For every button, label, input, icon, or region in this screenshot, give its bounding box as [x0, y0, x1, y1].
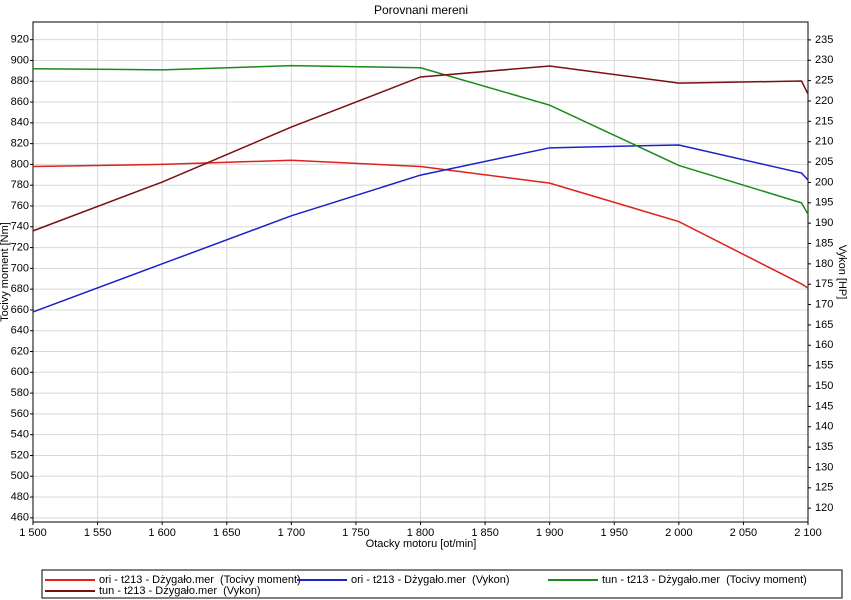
y2-tick-label: 125: [815, 482, 833, 494]
x-tick-label: 2 000: [665, 527, 693, 539]
x-tick-label: 1 800: [407, 527, 435, 539]
y-tick-label: 900: [11, 54, 29, 66]
y-tick-label: 660: [11, 304, 29, 316]
y-tick-label: 780: [11, 179, 29, 191]
y2-tick-label: 135: [815, 441, 833, 453]
x-tick-label: 1 550: [84, 527, 112, 539]
y2-tick-label: 140: [815, 421, 833, 433]
y-tick-label: 460: [11, 512, 29, 524]
y-tick-label: 580: [11, 387, 29, 399]
y-tick-label: 860: [11, 96, 29, 108]
y-tick-label: 620: [11, 345, 29, 357]
x-tick-label: 1 700: [278, 527, 306, 539]
x-tick-label: 1 650: [213, 527, 241, 539]
y-tick-label: 920: [11, 34, 29, 46]
legend-box: [41, 569, 843, 599]
x-tick-label: 1 500: [19, 527, 47, 539]
y2-tick-label: 235: [815, 34, 833, 46]
y2-tick-label: 185: [815, 237, 833, 249]
legend-label: tun - t213 - Dżygało.mer (Vykon): [99, 585, 261, 597]
y2-tick-label: 120: [815, 502, 833, 514]
y-tick-label: 480: [11, 491, 29, 503]
y2-tick-label: 210: [815, 136, 833, 148]
y-tick-label: 640: [11, 325, 29, 337]
y2-tick-label: 205: [815, 156, 833, 168]
y-tick-label: 880: [11, 75, 29, 87]
series-line: [32, 64, 809, 215]
y2-tick-label: 200: [815, 176, 833, 188]
x-tick-label: 1 900: [536, 527, 564, 539]
plot-frame: [32, 21, 809, 523]
y-tick-label: 520: [11, 449, 29, 461]
series-line: [32, 159, 809, 289]
y-axis-label: Tocivy moment [Nm]: [0, 222, 11, 322]
x-tick-label: 1 850: [471, 527, 499, 539]
y-tick-label: 840: [11, 117, 29, 129]
y-tick-label: 560: [11, 408, 29, 420]
series-line: [32, 144, 809, 313]
y2-tick-label: 175: [815, 278, 833, 290]
chart-title: Porovnani mereni: [374, 3, 468, 17]
y-tick-label: 600: [11, 366, 29, 378]
y2-tick-label: 155: [815, 360, 833, 372]
series-line: [32, 65, 809, 232]
y2-tick-label: 180: [815, 258, 833, 270]
x-tick-label: 1 950: [600, 527, 628, 539]
y-tick-label: 820: [11, 138, 29, 150]
y2-tick-label: 150: [815, 380, 833, 392]
y2-tick-label: 215: [815, 115, 833, 127]
y2-tick-label: 165: [815, 319, 833, 331]
y2-tick-label: 170: [815, 298, 833, 310]
y-tick-label: 680: [11, 283, 29, 295]
y-tick-label: 740: [11, 221, 29, 233]
x-tick-label: 1 600: [148, 527, 176, 539]
y2-tick-label: 195: [815, 197, 833, 209]
x-tick-label: 2 050: [730, 527, 758, 539]
legend-label: tun - t213 - Dżygało.mer (Tocivy moment): [602, 574, 807, 586]
y2-axis-label: Vykon [HP]: [836, 245, 848, 300]
y2-tick-label: 230: [815, 54, 833, 66]
y-tick-label: 700: [11, 262, 29, 274]
y2-tick-label: 130: [815, 461, 833, 473]
y-tick-label: 800: [11, 158, 29, 170]
y-tick-label: 500: [11, 470, 29, 482]
y2-tick-label: 145: [815, 400, 833, 412]
x-tick-label: 2 100: [794, 527, 822, 539]
y2-tick-label: 220: [815, 95, 833, 107]
y2-tick-label: 225: [815, 75, 833, 87]
y-tick-label: 760: [11, 200, 29, 212]
legend-label: ori - t213 - Dżygało.mer (Tocivy moment): [99, 574, 301, 586]
y-tick-label: 540: [11, 429, 29, 441]
x-axis-label: Otacky motoru [ot/min]: [366, 538, 477, 550]
y2-tick-label: 160: [815, 339, 833, 351]
y-tick-label: 720: [11, 241, 29, 253]
y2-tick-label: 190: [815, 217, 833, 229]
x-tick-label: 1 750: [342, 527, 370, 539]
legend-label: ori - t213 - Dżygało.mer (Vykon): [351, 574, 510, 586]
